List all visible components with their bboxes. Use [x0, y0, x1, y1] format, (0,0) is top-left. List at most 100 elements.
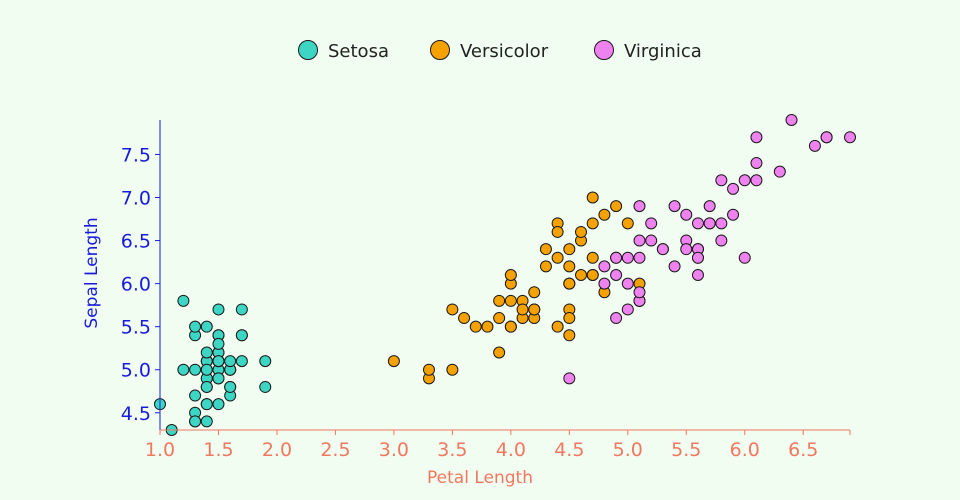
legend-item-virginica[interactable]: Virginica: [594, 40, 702, 63]
data-point[interactable]: [750, 174, 763, 187]
data-point[interactable]: [177, 294, 190, 307]
data-point[interactable]: [563, 260, 576, 273]
data-point[interactable]: [586, 191, 599, 204]
data-point[interactable]: [773, 165, 786, 178]
data-point[interactable]: [691, 269, 704, 281]
data-point[interactable]: [610, 200, 623, 213]
data-point[interactable]: [212, 398, 225, 411]
data-point[interactable]: [610, 312, 623, 325]
legend-item-versicolor[interactable]: Versicolor: [430, 40, 549, 63]
data-point[interactable]: [621, 217, 634, 230]
data-point[interactable]: [551, 251, 564, 264]
data-point[interactable]: [446, 303, 459, 316]
data-point[interactable]: [200, 415, 213, 428]
data-point[interactable]: [820, 131, 833, 144]
data-point[interactable]: [563, 243, 576, 256]
data-point[interactable]: [422, 363, 435, 376]
data-point[interactable]: [528, 286, 541, 299]
data-point[interactable]: [727, 208, 740, 221]
data-point[interactable]: [446, 363, 459, 376]
data-point[interactable]: [691, 217, 704, 230]
data-point[interactable]: [224, 380, 237, 393]
data-point[interactable]: [668, 260, 681, 273]
data-point[interactable]: [645, 217, 658, 230]
data-point[interactable]: [715, 234, 728, 247]
data-point[interactable]: [504, 269, 517, 281]
data-point[interactable]: [575, 269, 588, 281]
data-point[interactable]: [715, 174, 728, 187]
data-point[interactable]: [200, 320, 213, 333]
data-point[interactable]: [539, 260, 552, 273]
data-point[interactable]: [212, 372, 225, 385]
data-point[interactable]: [563, 277, 576, 290]
data-point[interactable]: [469, 320, 482, 333]
data-point[interactable]: [493, 346, 506, 359]
data-point[interactable]: [680, 208, 693, 221]
data-point[interactable]: [598, 208, 611, 221]
data-point[interactable]: [504, 294, 517, 307]
data-point[interactable]: [528, 303, 541, 316]
data-point[interactable]: [621, 277, 634, 290]
data-point[interactable]: [551, 225, 564, 238]
data-point[interactable]: [235, 355, 248, 368]
data-point[interactable]: [668, 200, 681, 213]
data-point[interactable]: [259, 355, 272, 368]
data-point[interactable]: [235, 329, 248, 342]
data-point[interactable]: [200, 398, 213, 411]
data-point[interactable]: [563, 329, 576, 342]
data-point[interactable]: [610, 269, 623, 281]
data-point[interactable]: [633, 286, 646, 299]
data-point[interactable]: [808, 139, 821, 152]
data-point[interactable]: [645, 234, 658, 247]
data-point[interactable]: [656, 243, 669, 256]
data-point[interactable]: [691, 251, 704, 264]
data-point[interactable]: [458, 312, 471, 325]
data-point[interactable]: [516, 303, 529, 316]
data-point[interactable]: [738, 174, 751, 187]
data-point[interactable]: [200, 346, 213, 359]
data-point[interactable]: [504, 320, 517, 333]
data-point[interactable]: [586, 269, 599, 281]
data-point[interactable]: [189, 363, 202, 376]
data-point[interactable]: [680, 243, 693, 256]
data-point[interactable]: [703, 217, 716, 230]
data-point[interactable]: [598, 260, 611, 273]
data-point[interactable]: [259, 380, 272, 393]
data-point[interactable]: [481, 320, 494, 333]
data-point[interactable]: [493, 312, 506, 325]
data-point[interactable]: [586, 251, 599, 264]
data-point[interactable]: [212, 337, 225, 350]
data-point[interactable]: [598, 277, 611, 290]
data-point[interactable]: [212, 355, 225, 368]
data-point[interactable]: [575, 225, 588, 238]
data-point[interactable]: [633, 234, 646, 247]
data-point[interactable]: [189, 415, 202, 428]
data-point[interactable]: [387, 355, 400, 368]
data-point[interactable]: [750, 131, 763, 144]
data-point[interactable]: [586, 217, 599, 230]
data-point[interactable]: [493, 294, 506, 307]
data-point[interactable]: [235, 303, 248, 316]
data-point[interactable]: [715, 217, 728, 230]
data-point[interactable]: [189, 389, 202, 402]
data-point[interactable]: [200, 363, 213, 376]
data-point[interactable]: [703, 200, 716, 213]
data-point[interactable]: [633, 251, 646, 264]
data-point[interactable]: [563, 372, 576, 385]
data-point[interactable]: [727, 182, 740, 195]
data-point[interactable]: [633, 200, 646, 213]
data-point[interactable]: [189, 320, 202, 333]
data-point[interactable]: [177, 363, 190, 376]
legend-item-setosa[interactable]: Setosa: [298, 40, 389, 63]
data-point[interactable]: [621, 251, 634, 264]
data-point[interactable]: [738, 251, 751, 264]
data-point[interactable]: [200, 380, 213, 393]
data-point[interactable]: [785, 114, 798, 126]
data-point[interactable]: [563, 312, 576, 325]
data-point[interactable]: [750, 157, 763, 170]
data-point[interactable]: [224, 355, 237, 368]
data-point[interactable]: [844, 131, 856, 144]
data-point[interactable]: [539, 243, 552, 256]
data-point[interactable]: [610, 251, 623, 264]
data-point[interactable]: [212, 303, 225, 316]
